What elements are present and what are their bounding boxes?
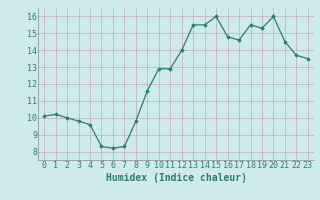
X-axis label: Humidex (Indice chaleur): Humidex (Indice chaleur) [106,173,246,183]
